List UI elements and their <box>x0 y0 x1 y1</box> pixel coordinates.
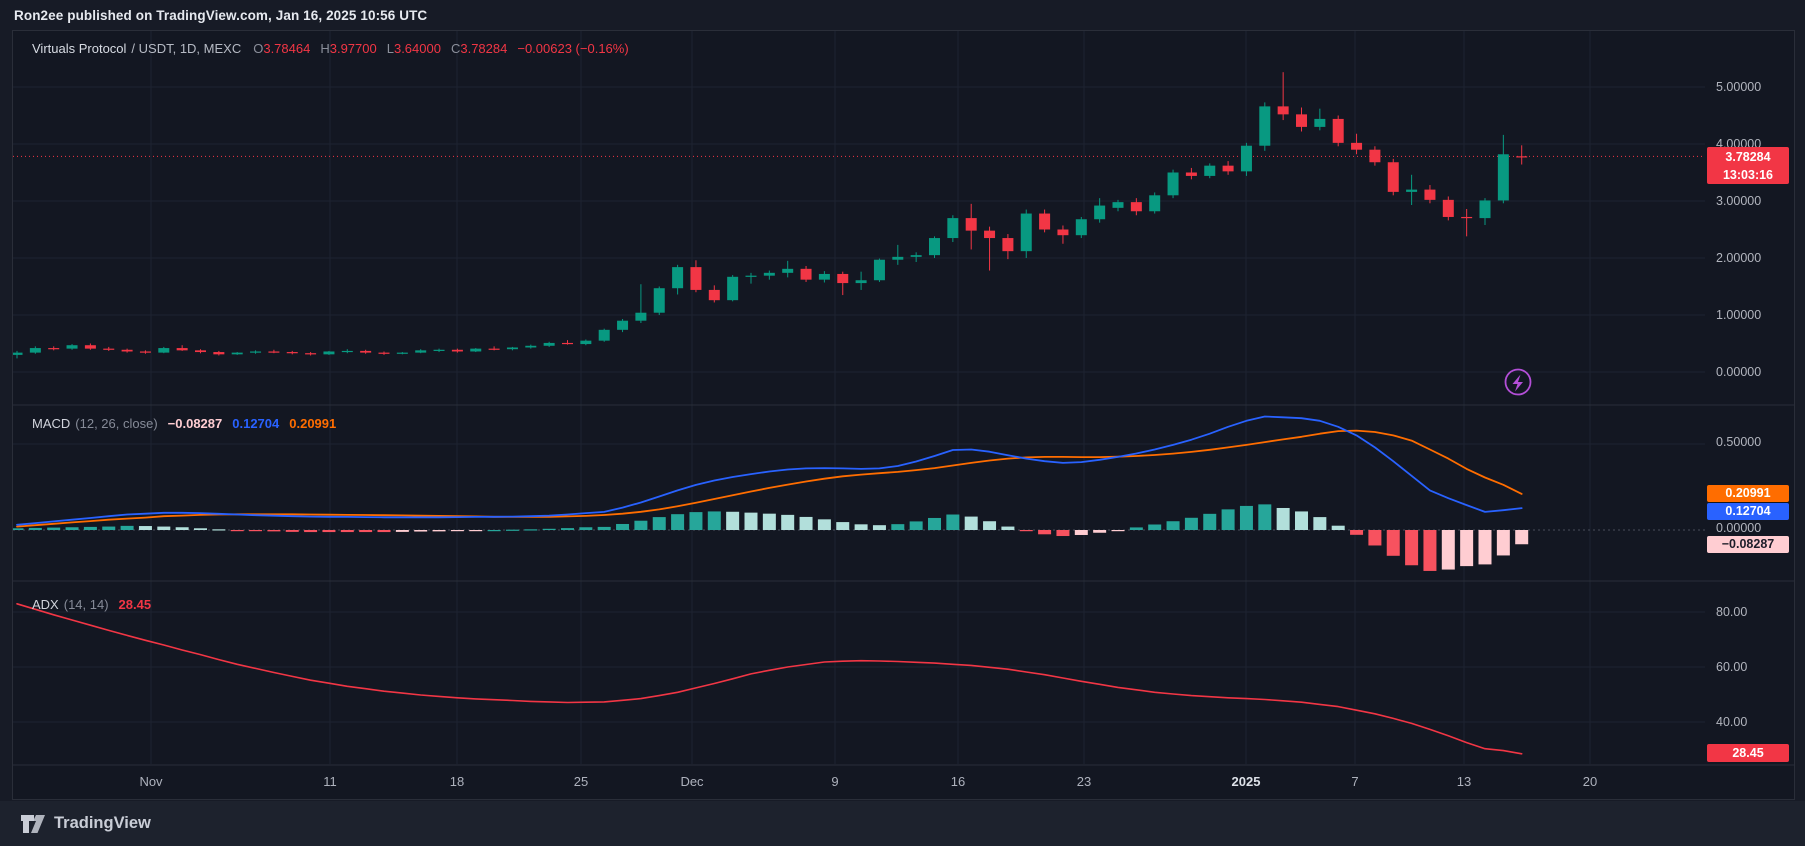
published-text: Ron2ee published on TradingView.com, Jan… <box>14 7 428 23</box>
macd-value-badge: 0.12704 <box>1707 503 1789 520</box>
price-axis-tick: 2.00000 <box>1716 251 1762 265</box>
macd-value-badge: 0.20991 <box>1707 485 1789 502</box>
adx-value-badge: 28.45 <box>1707 744 1789 762</box>
ohlc-item: L3.64000 <box>386 40 441 56</box>
adx-axis-tick: 60.00 <box>1716 660 1748 674</box>
macd-params: (12, 26, close) <box>75 415 158 431</box>
time-axis-label: Nov <box>139 774 163 789</box>
symbol-title: Virtuals Protocol <box>32 40 127 56</box>
ohlc-item: O3.78464 <box>253 40 311 56</box>
time-axis-label: 20 <box>1582 774 1598 789</box>
bar-countdown: 13:03:16 <box>1722 168 1774 182</box>
tradingview-logo[interactable]: TradingView <box>20 812 151 836</box>
time-axis-label: 25 <box>573 774 589 789</box>
adx-value: 28.45 <box>118 596 152 612</box>
change-value: −0.00623 (−0.16%) <box>517 40 629 56</box>
ohlc-values: O3.78464 H3.97700 L3.64000 C3.78284 <box>253 41 517 56</box>
macd-title: MACD <box>32 415 71 431</box>
macd-signal-value: 0.20991 <box>289 415 337 431</box>
time-axis-label: 7 <box>1351 774 1359 789</box>
macd-hist-value: −0.08287 <box>167 415 223 431</box>
tradingview-logo-text: TradingView <box>54 814 151 832</box>
last-price-badge: 3.78284 13:03:16 <box>1707 147 1789 184</box>
time-axis-label: 18 <box>449 774 465 789</box>
time-axis-label: 9 <box>831 774 839 789</box>
adx-title: ADX <box>32 596 59 612</box>
adx-indicator-row[interactable]: ADX (14, 14) 28.45 <box>32 595 151 613</box>
macd-axis-tick: 0.00000 <box>1716 521 1762 535</box>
time-axis-label: 2025 <box>1231 774 1261 789</box>
last-price-value: 3.78284 <box>1725 150 1771 164</box>
ohlc-item: C3.78284 <box>450 40 508 56</box>
price-axis-tick: 5.00000 <box>1716 80 1762 94</box>
symbol-subtitle: / USDT, 1D, MEXC <box>131 40 242 56</box>
macd-value-badge: −0.08287 <box>1707 536 1789 553</box>
time-axis-label: Dec <box>680 774 704 789</box>
time-axis-label: 16 <box>950 774 966 789</box>
time-axis-label: 13 <box>1456 774 1472 789</box>
bottom-bar: TradingView <box>0 801 1805 846</box>
price-axis-tick: 3.00000 <box>1716 194 1762 208</box>
time-axis-label: 23 <box>1076 774 1092 789</box>
price-axis-tick: 0.00000 <box>1716 365 1762 379</box>
price-axis-tick: 1.00000 <box>1716 308 1762 322</box>
macd-indicator-row[interactable]: MACD (12, 26, close) −0.08287 0.12704 0.… <box>32 414 336 432</box>
published-bar: Ron2ee published on TradingView.com, Jan… <box>0 0 1805 30</box>
ohlc-item: H3.97700 <box>320 40 377 56</box>
adx-axis-tick: 40.00 <box>1716 715 1748 729</box>
adx-axis-tick: 80.00 <box>1716 605 1748 619</box>
tradingview-logo-glyph <box>21 814 45 833</box>
macd-line-value: 0.12704 <box>232 415 280 431</box>
time-scale[interactable] <box>13 766 1705 799</box>
symbol-header[interactable]: Virtuals Protocol / USDT, 1D, MEXC O3.78… <box>32 38 629 58</box>
time-axis-label: 11 <box>323 774 337 789</box>
macd-axis-tick: 0.50000 <box>1716 435 1762 449</box>
adx-params: (14, 14) <box>63 596 109 612</box>
